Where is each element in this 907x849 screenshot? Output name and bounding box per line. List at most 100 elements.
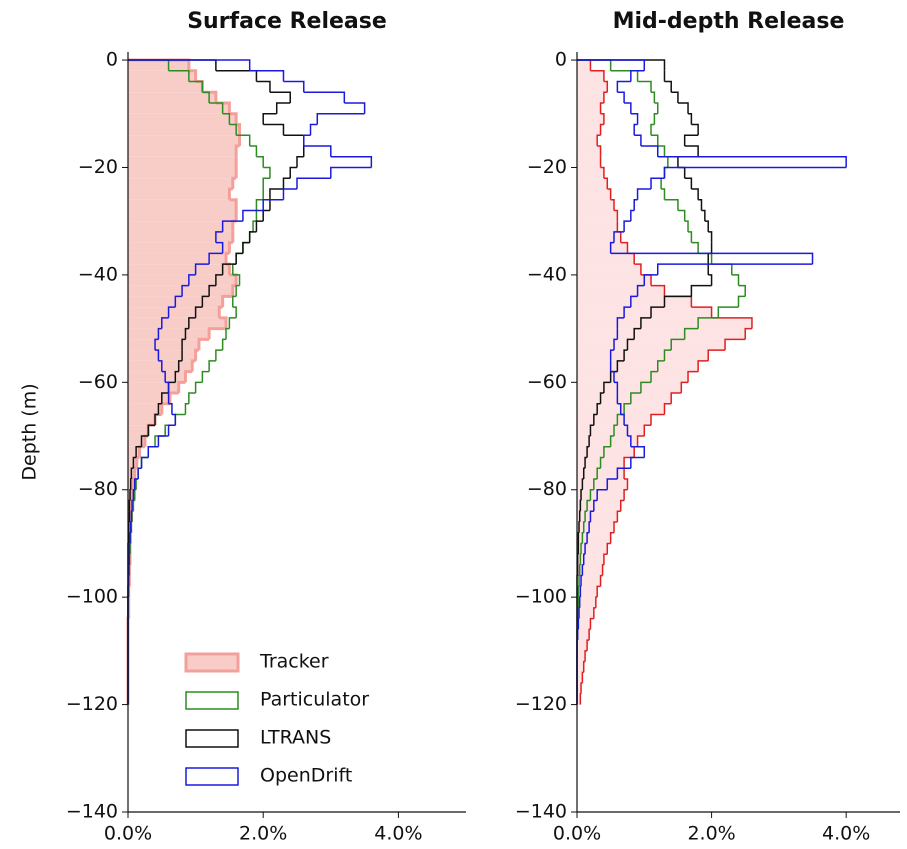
histogram-step bbox=[140, 456, 149, 469]
histogram-step bbox=[242, 209, 264, 222]
histogram-step bbox=[663, 166, 847, 179]
histogram-step bbox=[249, 70, 285, 82]
bar-fill bbox=[577, 371, 689, 383]
histogram-step bbox=[263, 123, 285, 136]
histogram-step bbox=[181, 338, 186, 351]
histogram-step bbox=[688, 231, 693, 243]
histogram-step bbox=[610, 252, 814, 265]
bar-fill bbox=[577, 210, 618, 222]
bar-fill bbox=[577, 92, 604, 104]
histogram-step bbox=[208, 360, 216, 372]
histogram-step bbox=[582, 521, 586, 533]
histogram-step bbox=[344, 102, 366, 114]
bar-fill bbox=[577, 285, 665, 297]
histogram-step bbox=[633, 327, 641, 340]
histogram-step bbox=[157, 435, 169, 447]
histogram-step bbox=[262, 198, 284, 211]
histogram-step bbox=[296, 155, 304, 168]
histogram-step bbox=[657, 263, 813, 275]
histogram-step bbox=[131, 499, 134, 512]
histogram-step bbox=[610, 198, 615, 211]
histogram-step bbox=[581, 671, 584, 684]
histogram-step bbox=[737, 295, 746, 308]
histogram-step bbox=[227, 187, 233, 200]
bar-fill bbox=[128, 81, 203, 93]
histogram-step bbox=[636, 435, 645, 447]
histogram-step bbox=[147, 446, 159, 458]
histogram-step bbox=[577, 59, 646, 71]
histogram-step bbox=[208, 284, 216, 297]
bar-fill bbox=[577, 672, 583, 684]
histogram-step bbox=[584, 650, 588, 662]
histogram-step bbox=[303, 91, 346, 104]
histogram-step bbox=[589, 510, 594, 522]
histogram-step bbox=[636, 188, 652, 200]
histogram-step bbox=[188, 392, 196, 404]
y-tick-label: −40 bbox=[78, 263, 118, 285]
bar-fill bbox=[577, 693, 581, 705]
histogram-step bbox=[197, 337, 210, 351]
y-tick-label: 0 bbox=[106, 49, 118, 71]
bar-fill bbox=[577, 554, 604, 565]
histogram-step bbox=[283, 134, 305, 146]
histogram-step bbox=[636, 284, 645, 297]
histogram-step bbox=[589, 424, 594, 437]
bar-fill bbox=[128, 156, 237, 168]
bar-fill bbox=[128, 307, 220, 318]
histogram-step bbox=[623, 349, 628, 361]
histogram-step bbox=[168, 391, 179, 404]
bar-fill bbox=[128, 124, 240, 136]
histogram-step bbox=[586, 446, 590, 458]
bar-fill bbox=[577, 231, 621, 243]
histogram-step bbox=[130, 510, 133, 522]
histogram-step bbox=[651, 284, 666, 297]
histogram-step bbox=[711, 317, 753, 329]
bar-fill bbox=[128, 221, 233, 232]
histogram-step bbox=[577, 531, 580, 544]
bar-fill bbox=[577, 70, 604, 82]
histogram-step bbox=[135, 456, 140, 469]
histogram-step bbox=[624, 102, 632, 114]
histogram-step bbox=[657, 360, 665, 372]
chart-title: Mid-depth Release bbox=[613, 9, 845, 34]
histogram-step bbox=[610, 370, 615, 383]
bar-fill bbox=[577, 350, 709, 361]
histogram-step bbox=[704, 220, 709, 232]
bar-fill bbox=[128, 393, 170, 404]
histogram-step bbox=[143, 434, 149, 447]
histogram-step bbox=[680, 381, 689, 394]
bar-fill bbox=[577, 425, 645, 437]
bar-fill bbox=[128, 403, 162, 415]
histogram-step bbox=[282, 188, 297, 200]
histogram-step bbox=[630, 295, 638, 308]
histogram-step bbox=[194, 263, 210, 275]
histogram-step bbox=[691, 123, 699, 136]
y-tick-label: −80 bbox=[78, 478, 118, 500]
bar-fill bbox=[577, 253, 635, 265]
y-axis-label: Depth (m) bbox=[19, 383, 41, 480]
y-tick-label: 0 bbox=[555, 49, 567, 71]
bar-fill bbox=[128, 414, 156, 426]
bar-fill bbox=[128, 145, 237, 157]
bar-fill bbox=[128, 113, 237, 125]
histogram-step bbox=[578, 564, 581, 576]
histogram-step bbox=[232, 263, 237, 275]
histogram-step bbox=[640, 145, 659, 157]
histogram-step bbox=[129, 531, 131, 544]
histogram-step bbox=[599, 392, 604, 404]
histogram-step bbox=[578, 574, 580, 587]
histogram-step bbox=[316, 113, 365, 125]
legend-label: LTRANS bbox=[260, 727, 331, 749]
histogram-step bbox=[677, 155, 699, 168]
histogram-step bbox=[600, 113, 605, 125]
histogram-step bbox=[744, 327, 752, 340]
histogram-step bbox=[650, 177, 665, 189]
histogram-step bbox=[228, 317, 237, 329]
bar-fill bbox=[577, 511, 618, 522]
histogram-step bbox=[691, 241, 699, 254]
bar-fill bbox=[577, 135, 598, 146]
bar-fill bbox=[577, 607, 594, 619]
histogram-step bbox=[690, 284, 712, 297]
histogram-step bbox=[707, 349, 726, 361]
histogram-step bbox=[698, 198, 703, 211]
